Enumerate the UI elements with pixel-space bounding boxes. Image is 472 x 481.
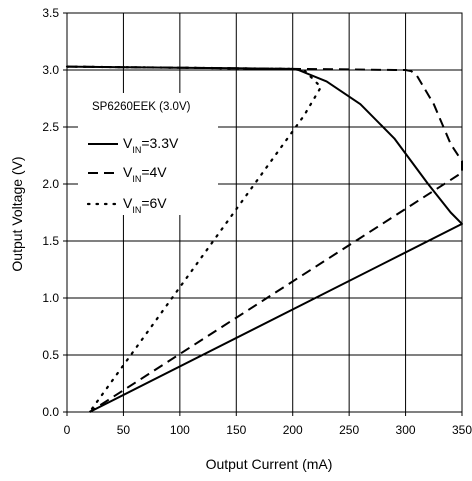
y-tick-label: 1.0 bbox=[42, 291, 59, 305]
y-tick-labels: 0.0 0.5 1.0 1.5 2.0 2.5 3.0 3.5 bbox=[42, 6, 59, 419]
x-axis-label: Output Current (mA) bbox=[206, 456, 333, 472]
y-axis-label: Output Voltage (V) bbox=[9, 156, 25, 271]
y-tick-label: 3.0 bbox=[42, 63, 59, 77]
x-tick-label: 300 bbox=[396, 423, 416, 437]
x-tick-label: 0 bbox=[64, 423, 71, 437]
x-tick-label: 200 bbox=[283, 423, 303, 437]
y-tick-label: 2.5 bbox=[42, 120, 59, 134]
legend-label-2: VIN=4V bbox=[123, 164, 167, 184]
y-tick-label: 2.0 bbox=[42, 177, 59, 191]
y-tick-label: 0.0 bbox=[42, 405, 59, 419]
chart-annotation: SP6260EEK (3.0V) bbox=[92, 101, 191, 113]
series-lines bbox=[65, 65, 463, 414]
plot-frame bbox=[66, 12, 463, 413]
legend: SP6260EEK (3.0V) VIN=3.3V VIN=4V VIN=6V bbox=[78, 93, 218, 215]
y-tick-label: 0.5 bbox=[42, 348, 59, 362]
x-tick-label: 100 bbox=[170, 423, 190, 437]
y-tick-label: 3.5 bbox=[42, 6, 59, 20]
legend-background bbox=[78, 93, 218, 215]
x-tick-labels: 0 50 100 150 200 250 300 350 bbox=[64, 423, 472, 437]
axis-ticks bbox=[63, 12, 463, 416]
x-tick-label: 150 bbox=[226, 423, 246, 437]
series-line-2 bbox=[66, 65, 463, 413]
y-tick-label: 1.5 bbox=[42, 234, 59, 248]
legend-label-1: VIN=3.3V bbox=[123, 135, 179, 155]
x-tick-label: 50 bbox=[117, 423, 131, 437]
legend-label-3: VIN=6V bbox=[123, 195, 167, 215]
series-line-3 bbox=[65, 65, 322, 414]
x-tick-label: 250 bbox=[339, 423, 359, 437]
x-tick-label: 350 bbox=[452, 423, 472, 437]
